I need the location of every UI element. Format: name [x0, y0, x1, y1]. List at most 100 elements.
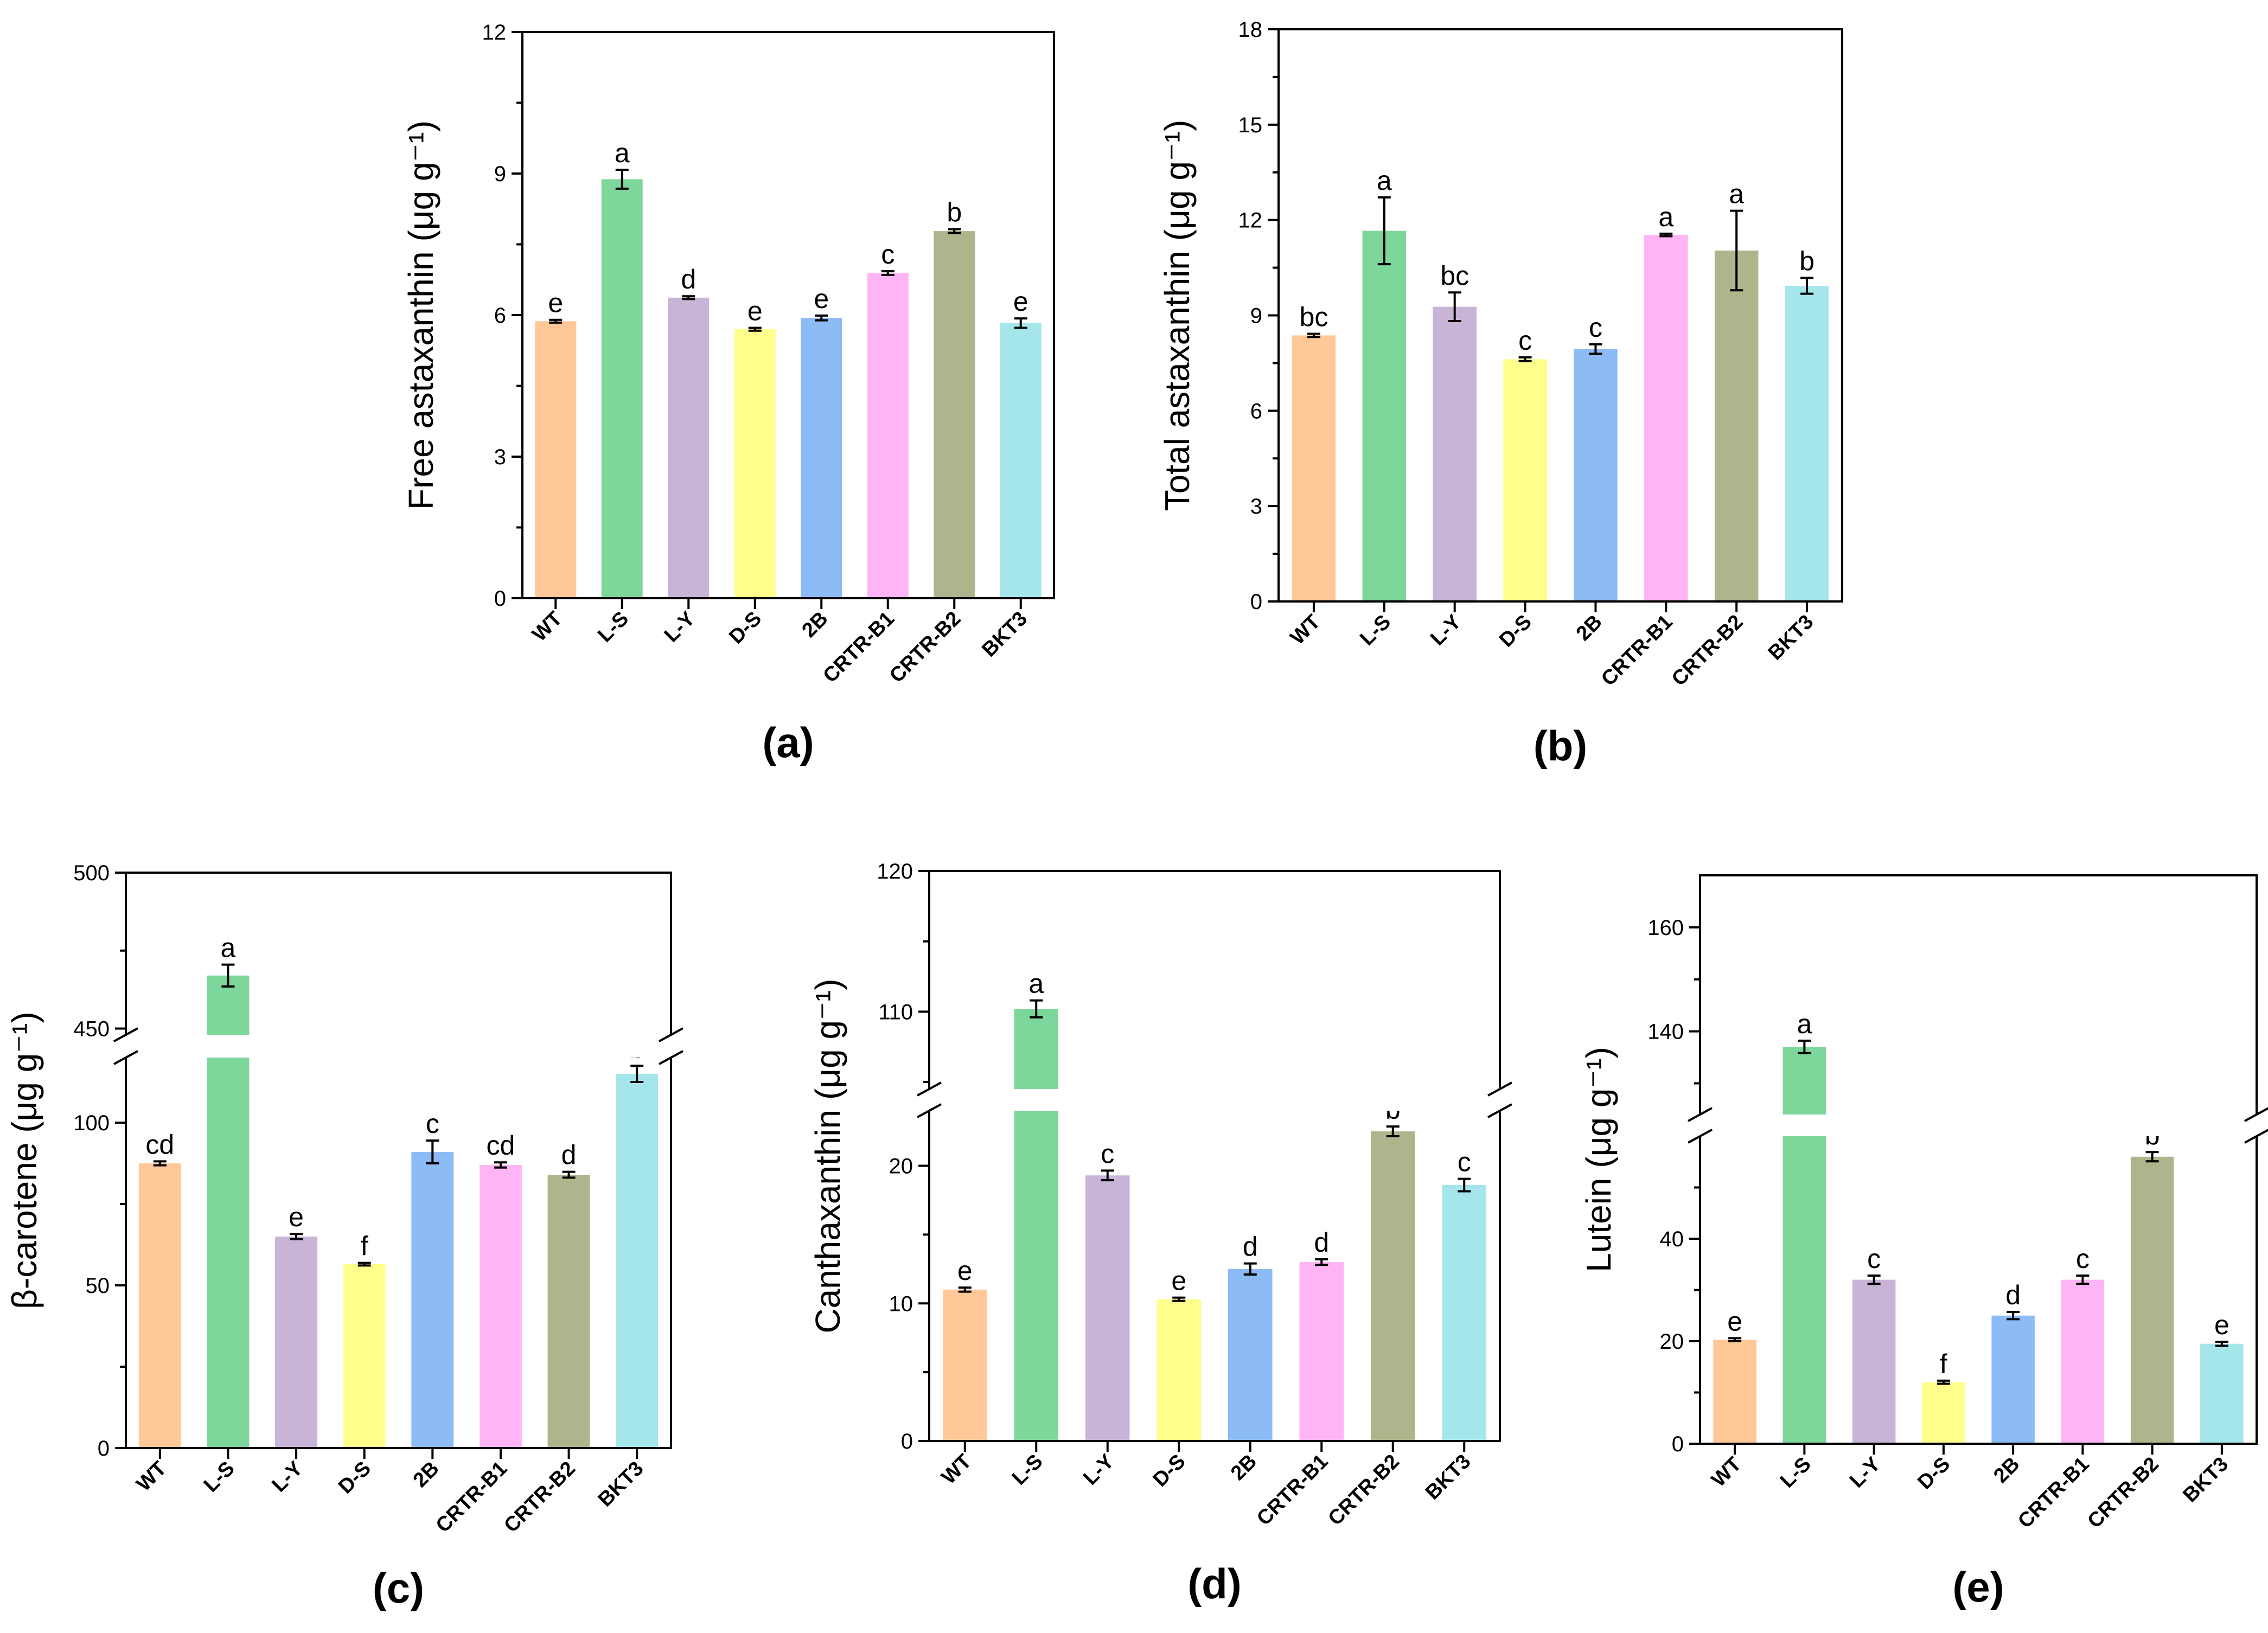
significance-letter: a: [615, 138, 630, 168]
axis-break-mark-right: [2244, 1107, 2268, 1122]
x-tick-label: D-S: [1913, 1453, 1954, 1494]
chart-panel-5: eWTaL-ScL-YfD-Sd2BcCRTR-B1bCRTR-B2eBKT30…: [1579, 874, 2268, 1611]
significance-letter: a: [1729, 179, 1744, 209]
x-tick-label: L-Y: [1845, 1453, 1885, 1493]
chart-panel-4: eWTaL-ScL-YeD-Sd2BdCRTR-B1bCRTR-B2cBKT30…: [808, 860, 1512, 1608]
x-tick-label: CRTR-B1: [2014, 1453, 2094, 1533]
y-axis-label: Free astaxanthin (μg g⁻¹): [401, 120, 440, 510]
significance-letter: cd: [487, 1130, 515, 1161]
bar-2B: [801, 318, 842, 598]
y-axis-label: Canthaxanthin (μg g⁻¹): [808, 978, 847, 1333]
x-tick-label: L-S: [1008, 1450, 1047, 1490]
x-tick-label: WT: [1286, 611, 1325, 649]
axis-break-mark-right: [659, 1027, 683, 1042]
significance-letter: c: [1101, 1138, 1114, 1169]
significance-letter: bc: [1300, 302, 1328, 332]
panel-label: (d): [1187, 1560, 1242, 1608]
bar-L-Y: [1852, 1279, 1896, 1444]
y-tick-label: 9: [494, 162, 506, 186]
x-tick-label: BKT3: [2178, 1453, 2233, 1507]
y-tick-label: 12: [482, 21, 507, 44]
bar-BKT3: [1000, 323, 1042, 598]
bar-WT: [1713, 1340, 1756, 1444]
x-tick-label: WT: [1707, 1453, 1746, 1491]
y-tick-label: 9: [1250, 304, 1262, 328]
bar-L-S: [1362, 230, 1407, 601]
significance-letter: f: [361, 1231, 368, 1261]
bar-CRTR-B1: [2061, 1279, 2105, 1444]
x-tick-label: CRTR-B2: [500, 1457, 580, 1538]
significance-letter: b: [1799, 246, 1815, 276]
y-tick-label: 160: [1647, 916, 1684, 940]
x-tick-label: BKT3: [594, 1457, 648, 1512]
significance-letter: a: [1797, 1009, 1812, 1039]
x-tick-label: D-S: [725, 607, 766, 649]
significance-letter: e: [1727, 1306, 1742, 1336]
axis-break-mark-right: [2244, 1129, 2268, 1144]
significance-letter: e: [1013, 286, 1028, 317]
x-tick-label: BKT3: [1764, 611, 1818, 665]
bar-WT: [1292, 335, 1336, 601]
y-tick-label: 20: [1660, 1330, 1684, 1354]
y-tick-label: 100: [73, 1111, 110, 1135]
y-tick-label: 40: [1660, 1227, 1684, 1251]
y-tick-label: 450: [73, 1017, 110, 1041]
y-tick-label: 500: [73, 861, 110, 885]
bar-CRTR-B1: [867, 273, 909, 598]
x-tick-label: WT: [528, 607, 566, 646]
bar-BKT3: [2200, 1343, 2244, 1444]
x-tick-label: 2B: [798, 607, 833, 642]
axis-break-mark-right: [1487, 1081, 1512, 1097]
significance-letter: c: [426, 1109, 439, 1139]
axis-break-gap: [1698, 1115, 2258, 1136]
x-tick-label: 2B: [1226, 1450, 1261, 1485]
bar-L-Y: [275, 1237, 318, 1448]
bar-L-S: [1014, 1009, 1059, 1441]
significance-letter: d: [561, 1140, 577, 1170]
bar-L-Y: [1433, 306, 1477, 601]
panel-label: (a): [762, 719, 814, 766]
x-tick-label: D-S: [1495, 611, 1536, 652]
y-tick-label: 0: [494, 587, 506, 611]
significance-letter: e: [2214, 1310, 2229, 1340]
y-axis-label: β-carotene (μg g⁻¹): [5, 1011, 44, 1309]
axis-break-mark-left: [113, 1050, 138, 1065]
significance-letter: a: [1028, 969, 1044, 999]
x-tick-label: L-Y: [1079, 1450, 1119, 1490]
significance-letter: c: [1867, 1244, 1881, 1274]
y-tick-label: 140: [1647, 1020, 1684, 1044]
significance-letter: d: [681, 264, 696, 294]
x-tick-label: L-S: [593, 607, 633, 647]
axis-break-mark-left: [1688, 1129, 1713, 1144]
significance-letter: bc: [1440, 260, 1469, 291]
plot-frame-upper: [125, 872, 672, 1035]
x-tick-label: 2B: [409, 1457, 444, 1492]
x-tick-label: L-Y: [267, 1457, 307, 1497]
y-tick-label: 110: [878, 1000, 913, 1024]
significance-letter: c: [1458, 1147, 1471, 1177]
y-tick-label: 0: [1672, 1432, 1684, 1456]
significance-letter: a: [1658, 202, 1673, 232]
significance-letter: b: [947, 197, 962, 228]
x-tick-label: L-Y: [660, 607, 700, 647]
bar-WT: [138, 1163, 181, 1448]
bar-CRTR-B2: [934, 231, 975, 598]
bar-D-S: [1503, 359, 1547, 601]
panel-label: (c): [373, 1564, 424, 1612]
x-tick-label: CRTR-B1: [819, 607, 899, 688]
y-tick-label: 0: [901, 1430, 913, 1453]
significance-letter: e: [957, 1256, 973, 1286]
chart-panel-2: bc WT a L-S bc L-Y c D-S c 2B a CRTR-B1 a CRTR-B2 b BKT…: [1158, 18, 1843, 770]
bar-2B: [1574, 349, 1618, 601]
axis-break-mark-right: [659, 1050, 683, 1065]
chart-panel-1: e WT a L-S d L-Y e D-S e 2B c CRTR-B1 b CRTR-B2 e BKT3 0…: [401, 21, 1055, 766]
axis-break-mark-left: [917, 1081, 942, 1097]
panel-label: (b): [1534, 722, 1588, 770]
y-tick-label: 6: [1250, 399, 1262, 423]
x-tick-label: CRTR-B2: [2083, 1453, 2163, 1533]
bar-CRTR-B1: [479, 1165, 522, 1448]
bar-D-S: [734, 329, 776, 598]
bar-L-S: [1783, 1047, 1826, 1444]
axis-break-mark-right: [1487, 1103, 1512, 1118]
